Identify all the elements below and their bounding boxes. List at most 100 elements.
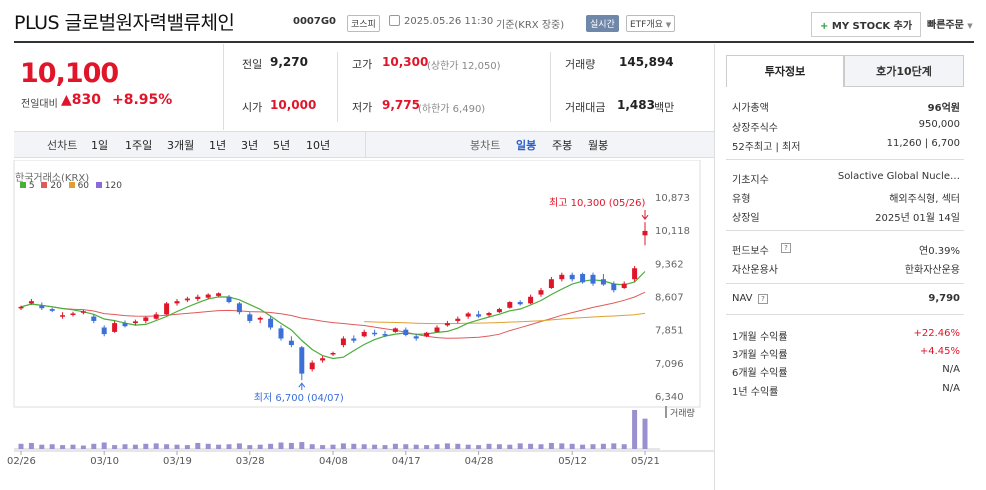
candle-body <box>39 305 45 309</box>
change-amount: ▲830 <box>61 92 101 108</box>
candle-monthly-button[interactable]: 월봉 <box>588 139 609 152</box>
candle-body <box>112 323 118 332</box>
candle-daily-button[interactable]: 일봉 <box>516 139 537 152</box>
current-price: 10,100 <box>20 58 119 89</box>
quote-basis: 기준(KRX 장중) <box>496 20 565 31</box>
volume-bar <box>455 443 461 449</box>
volume-bar <box>101 442 107 449</box>
ma120-swatch <box>95 182 102 188</box>
volume-bar <box>164 444 170 449</box>
divider <box>726 159 964 160</box>
volume-bar <box>569 443 575 449</box>
quick-order-button[interactable]: 빠른주문 ▼ <box>927 16 973 31</box>
volume-label: 거래량 <box>670 407 695 419</box>
period-3y-button[interactable]: 3년 <box>241 139 259 152</box>
candle-body <box>268 318 274 328</box>
ma20-label: 20 <box>50 181 62 191</box>
volume-bar <box>382 445 388 449</box>
candle-weekly-button[interactable]: 주봉 <box>552 139 573 152</box>
volume-bar <box>112 445 118 449</box>
volume-bar <box>132 444 138 449</box>
candle-body <box>288 340 294 346</box>
low-value: 9,775 <box>382 98 420 112</box>
candle-body <box>372 332 378 335</box>
candle-body <box>18 306 24 309</box>
return-row-1-label: 3개월 수익률 <box>732 350 788 361</box>
return-row-3-label: 1년 수익률 <box>732 387 779 398</box>
realtime-tag[interactable]: 실시간 <box>586 15 619 32</box>
candle-body <box>122 323 128 327</box>
candle-body <box>580 273 586 283</box>
candle-body <box>382 334 388 336</box>
invest-row-7-value: 한화자산운용 <box>904 265 960 276</box>
fund-fee-help-icon[interactable]: ? <box>781 243 791 253</box>
volume-bar <box>247 445 253 449</box>
candle-body <box>132 321 138 324</box>
candle-body <box>247 314 253 321</box>
candle-body <box>299 347 305 374</box>
low-annotation: 최저 6,700 (04/07) <box>254 392 344 404</box>
volume-bar <box>548 442 554 449</box>
volume-bar <box>299 442 305 449</box>
candle-body <box>80 311 86 313</box>
divider <box>223 44 224 130</box>
invest-row-2-value: 11,260 | 6,700 <box>886 138 960 149</box>
candle-body <box>590 274 596 284</box>
invest-row-7-label: 자산운용사 <box>732 265 778 276</box>
volume-bar <box>49 444 55 449</box>
volume-bar <box>403 444 409 449</box>
chevron-down-icon: ▼ <box>967 22 973 30</box>
line-chart-button[interactable]: 선차트 <box>47 139 78 152</box>
amount-label: 거래대금 <box>565 101 606 114</box>
volume-bar <box>226 444 232 449</box>
x-tick-label: 02/26 <box>7 456 36 467</box>
period-10y-button[interactable]: 10년 <box>306 139 331 152</box>
volume-bar <box>205 443 211 449</box>
market-tag: 코스피 <box>347 15 380 32</box>
candle-body <box>195 296 201 299</box>
invest-row-1-value: 950,000 <box>918 119 960 130</box>
ma60-line <box>364 312 646 325</box>
candle-body <box>528 296 534 304</box>
divider <box>726 283 964 284</box>
invest-row-5-value: 2025년 01월 14일 <box>875 213 960 224</box>
y-tick-label: 10,873 <box>655 193 690 204</box>
x-tick-label: 03/19 <box>163 456 192 467</box>
change-value: 830 <box>71 92 102 108</box>
tab-orderbook[interactable]: 호가10단계 <box>844 55 964 87</box>
tab-invest-info[interactable]: 투자정보 <box>726 55 844 87</box>
etf-overview-dropdown[interactable]: ETF개요 ▼ <box>626 15 676 32</box>
volume-bar <box>91 443 97 449</box>
volume-bar <box>351 443 357 449</box>
period-1w-button[interactable]: 1주일 <box>125 139 153 152</box>
invest-row-0-label: 시가총액 <box>732 103 769 114</box>
price-chart: 10,873 10,118 9,362 8,607 7,851 7,096 6,340 최고 … <box>7 160 714 467</box>
candle-body <box>340 338 346 346</box>
invest-row-2-label: 52주최고 | 최저 <box>732 142 801 153</box>
nav-help-icon[interactable]: ? <box>758 294 768 304</box>
period-1y-button[interactable]: 1년 <box>209 139 227 152</box>
volume-bar <box>361 444 367 449</box>
period-3m-button[interactable]: 3개월 <box>167 139 195 152</box>
candle-body <box>611 283 617 291</box>
volume-value: 145,894 <box>619 55 674 69</box>
candle-body <box>559 274 565 280</box>
change-label: 전일대비 <box>21 99 58 110</box>
x-tick-label: 04/17 <box>392 456 421 467</box>
my-stock-add-button[interactable]: + MY STOCK 추가 <box>811 12 922 37</box>
volume-bar <box>309 444 315 449</box>
period-1d-button[interactable]: 1일 <box>91 139 109 152</box>
candle-body <box>226 296 232 303</box>
up-arrow-icon: ▲ <box>61 92 72 108</box>
period-5y-button[interactable]: 5년 <box>273 139 291 152</box>
ma-legend: 5 20 60 120 <box>20 181 122 191</box>
candle-body <box>465 313 471 317</box>
volume-legend-swatch <box>665 406 667 418</box>
candle-body <box>507 302 513 308</box>
amount-value: 1,483 <box>617 98 655 112</box>
y-tick-label: 10,118 <box>655 226 690 237</box>
ma5-swatch <box>20 182 26 188</box>
volume-bar <box>80 445 86 449</box>
prev-close-value: 9,270 <box>270 55 308 69</box>
volume-bar <box>580 444 586 449</box>
